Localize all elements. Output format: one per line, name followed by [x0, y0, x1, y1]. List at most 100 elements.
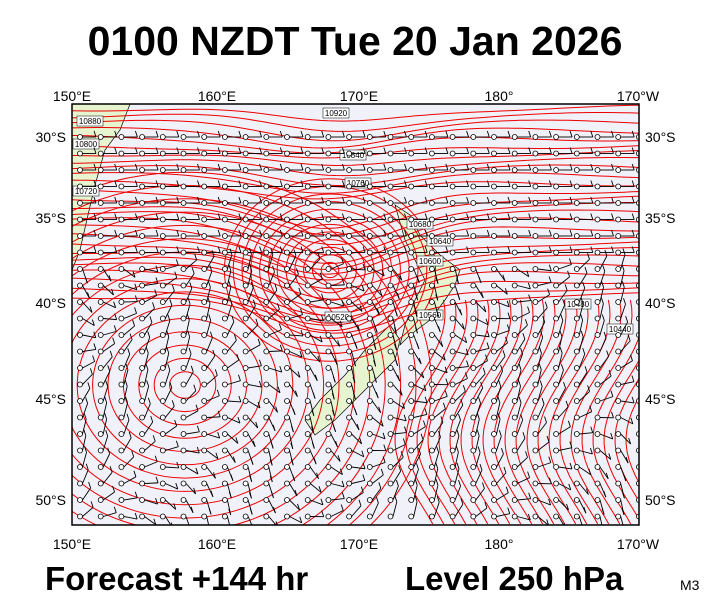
barb-feather — [189, 282, 193, 289]
barb-feather — [279, 344, 283, 352]
barb — [247, 253, 252, 270]
barb-feather — [502, 274, 506, 281]
barb-feather — [114, 196, 118, 204]
barb-feather — [486, 147, 490, 154]
barb-feather — [176, 461, 180, 469]
station — [573, 414, 580, 421]
barb — [227, 340, 237, 352]
station — [242, 282, 249, 289]
barb-feather — [314, 374, 318, 381]
contour-label: 10840 — [342, 151, 365, 160]
station — [511, 398, 518, 404]
barb — [496, 513, 510, 517]
station — [221, 200, 228, 206]
barb-feather — [378, 482, 382, 489]
station — [449, 134, 456, 140]
barb-feather — [133, 470, 137, 477]
station — [408, 299, 415, 305]
barb-feather — [174, 271, 178, 278]
barb — [164, 406, 175, 418]
station — [242, 183, 249, 190]
barb-feather — [504, 288, 508, 295]
barb — [496, 453, 504, 468]
barb-feather — [170, 522, 173, 525]
barb — [537, 499, 551, 506]
barb-feather — [528, 294, 532, 301]
station — [470, 447, 477, 454]
barb-feather — [134, 196, 138, 204]
barb-feather — [376, 308, 380, 315]
station — [263, 315, 270, 322]
barb — [517, 498, 531, 501]
barb-feather — [622, 248, 626, 255]
barb — [185, 288, 193, 303]
station — [346, 134, 353, 140]
station — [387, 513, 394, 520]
barb — [475, 419, 480, 435]
barb-feather — [420, 433, 424, 440]
barb-feather — [478, 397, 481, 404]
barb — [103, 318, 117, 321]
barb — [227, 417, 241, 424]
barb-feather — [590, 130, 594, 138]
station — [159, 480, 166, 487]
station — [491, 381, 497, 388]
barb — [537, 403, 545, 418]
barb-feather — [238, 147, 242, 154]
contour — [72, 157, 639, 177]
contour — [394, 299, 446, 525]
barb-feather — [486, 229, 490, 237]
barb — [123, 497, 138, 501]
station — [77, 381, 83, 388]
station — [97, 315, 104, 322]
station — [532, 134, 539, 140]
station — [366, 150, 373, 157]
barb-feather — [421, 371, 425, 379]
station — [470, 167, 477, 173]
barb — [102, 491, 115, 501]
barb — [475, 373, 486, 385]
barb-feather — [237, 416, 241, 424]
barb-feather — [209, 265, 213, 272]
barb-feather — [272, 265, 275, 272]
contour-label: 10920 — [325, 109, 348, 118]
barb — [185, 450, 200, 454]
station — [532, 513, 539, 520]
station — [428, 216, 435, 223]
barb-feather — [167, 314, 171, 321]
station — [221, 282, 228, 289]
barb — [330, 510, 344, 517]
station — [201, 249, 208, 256]
barb — [164, 516, 172, 525]
contour — [493, 299, 545, 525]
station — [284, 150, 290, 157]
barb-feather — [466, 360, 469, 367]
barb-feather — [311, 426, 314, 433]
station — [428, 381, 435, 388]
station — [304, 480, 311, 487]
barb-feather — [238, 395, 242, 403]
barb — [164, 290, 175, 303]
barb-feather — [399, 274, 403, 281]
barb — [516, 457, 528, 468]
barb-feather — [528, 130, 532, 138]
station — [118, 183, 125, 190]
station — [470, 134, 477, 140]
barb-feather — [134, 307, 137, 314]
station — [97, 134, 104, 140]
barb-feather — [462, 385, 466, 392]
barb-feather — [507, 163, 511, 171]
barb-feather — [498, 430, 502, 437]
barb — [351, 480, 365, 484]
station — [511, 134, 518, 140]
barb-feather — [631, 196, 635, 204]
barb-feather — [415, 294, 419, 301]
barb-feather — [424, 163, 428, 171]
station — [118, 398, 125, 404]
barb-feather — [606, 350, 610, 357]
station — [511, 431, 518, 437]
barb-feather — [129, 333, 133, 340]
barb-feather — [238, 246, 242, 253]
barb — [516, 324, 528, 336]
barb — [558, 406, 569, 418]
